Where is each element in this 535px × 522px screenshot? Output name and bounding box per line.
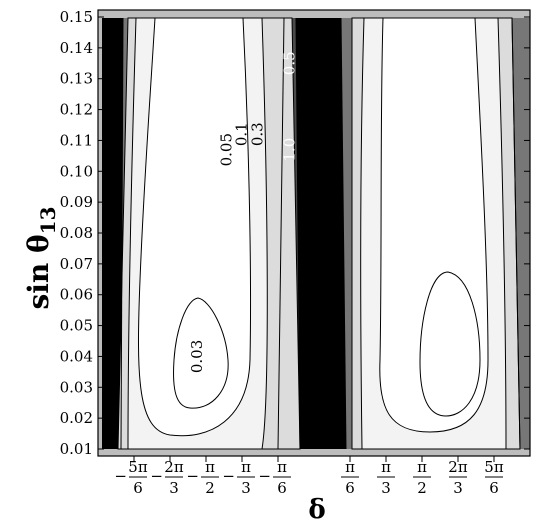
contour-right-0.1	[360, 17, 507, 450]
y-tick-label: 0.01	[60, 440, 93, 458]
x-tick-denominator: 6	[345, 479, 355, 497]
x-tick-denominator: 3	[381, 479, 391, 497]
contour-center-right-1.0	[340, 17, 347, 450]
x-tick-sign: −	[150, 467, 163, 485]
x-tick-numerator: π	[205, 458, 215, 476]
contour-label-0.3: 0.3	[248, 122, 266, 146]
contour-regions	[98, 10, 530, 456]
y-axis: 0.010.020.030.040.050.060.070.080.090.10…	[60, 8, 530, 458]
y-axis-title: sin θ13	[22, 206, 60, 309]
contour-right-0.03	[419, 271, 481, 417]
x-tick-label: −5π 6	[114, 458, 147, 497]
contour-center-left-1.0	[295, 17, 301, 450]
x-tick-numerator: 2π	[164, 458, 184, 476]
contour-label-0.5: 0.5	[281, 51, 299, 75]
x-tick-denominator: 2	[205, 479, 215, 497]
x-tick-denominator: 6	[489, 479, 499, 497]
x-tick-numerator: π	[417, 458, 427, 476]
y-tick-label: 0.14	[60, 39, 93, 57]
y-tick-label: 0.10	[60, 162, 93, 180]
y-tick-label: 0.03	[60, 378, 93, 396]
x-tick-label: −2π 3	[150, 458, 183, 497]
contour-left-0.03	[173, 297, 229, 409]
contour-right-0.05	[379, 17, 489, 433]
y-tick-label: 0.05	[60, 317, 93, 335]
x-tick-numerator: 5π	[484, 458, 504, 476]
x-tick-denominator: 3	[241, 479, 251, 497]
x-tick-label: − π 6	[258, 458, 291, 497]
y-tick-label: 0.12	[60, 101, 93, 119]
x-tick-label: 2π3	[448, 458, 468, 497]
contour-left-0.05	[137, 17, 252, 437]
x-tick-numerator: π	[241, 458, 251, 476]
x-tick-label: π3	[377, 458, 395, 497]
x-tick-sign: −	[222, 467, 235, 485]
x-tick-label: π6	[341, 458, 359, 497]
x-tick-denominator: 3	[453, 479, 463, 497]
x-tick-denominator: 6	[133, 479, 143, 497]
x-tick-sign: −	[258, 467, 271, 485]
y-tick-label: 0.06	[60, 286, 93, 304]
contour-left-0.1	[127, 17, 268, 450]
band-right-edge	[512, 18, 530, 449]
y-tick-label: 0.15	[60, 8, 93, 26]
y-tick-label: 0.09	[60, 193, 93, 211]
x-tick-label: π2	[413, 458, 431, 497]
contour-label-0.03: 0.03	[188, 340, 206, 373]
x-tick-numerator: π	[381, 458, 391, 476]
x-tick-label: − π 2	[186, 458, 219, 497]
contour-label-0.05: 0.05	[217, 133, 235, 166]
x-tick-denominator: 3	[169, 479, 179, 497]
x-axis-title: δ	[308, 495, 325, 522]
x-tick-sign: −	[114, 467, 127, 485]
contour-labels: 0.03 0.050.10.3 0.5 1.0	[188, 51, 299, 373]
band-left-black	[102, 18, 123, 449]
contour-center-left-0.5	[277, 17, 285, 450]
y-tick-label: 0.02	[60, 409, 93, 427]
y-tick-label: 0.04	[60, 347, 93, 365]
x-tick-numerator: π	[277, 458, 287, 476]
x-tick-numerator: 2π	[448, 458, 468, 476]
x-tick-sign: −	[186, 467, 199, 485]
contour-lines	[117, 17, 521, 450]
region-right-0.03	[420, 272, 480, 416]
contour-label-1.0: 1.0	[281, 138, 299, 162]
x-tick-denominator: 6	[277, 479, 287, 497]
contour-right-edge-0.5	[511, 17, 521, 450]
y-tick-label: 0.13	[60, 70, 93, 88]
band-center-black	[296, 18, 346, 449]
contour-label-0.1: 0.1	[233, 122, 251, 146]
contour-left-edge-1.0	[120, 17, 124, 450]
x-tick-label: − π 3	[222, 458, 255, 497]
region-left-0.03	[173, 298, 229, 409]
y-tick-label: 0.08	[60, 224, 93, 242]
y-tick-label: 0.07	[60, 255, 93, 273]
y-tick-label: 0.11	[60, 131, 93, 149]
x-tick-denominator: 2	[417, 479, 427, 497]
x-tick-numerator: 5π	[128, 458, 148, 476]
x-tick-numerator: π	[345, 458, 355, 476]
x-tick-label: 5π6	[484, 458, 504, 497]
